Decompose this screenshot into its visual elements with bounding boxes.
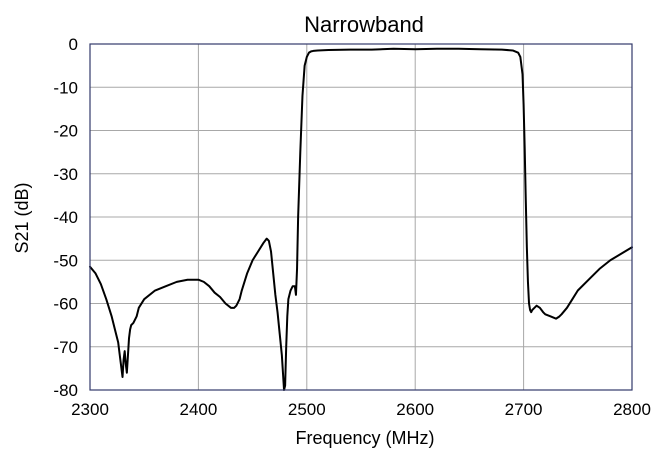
x-tick-label: 2700	[505, 400, 543, 419]
y-tick-label: -30	[53, 165, 78, 184]
y-tick-label: -40	[53, 208, 78, 227]
y-tick-label: 0	[69, 35, 78, 54]
x-axis-title: Frequency (MHz)	[295, 428, 434, 448]
y-tick-label: -10	[53, 78, 78, 97]
chart-title: Narrowband	[304, 12, 424, 37]
plot-border	[89, 43, 633, 391]
y-tick-label: -50	[53, 251, 78, 270]
x-tick-label: 2500	[288, 400, 326, 419]
s21-series-line	[89, 47, 633, 391]
x-tick-label: 2600	[396, 400, 434, 419]
grid	[90, 44, 632, 390]
tick-labels: 2300 2400 2500 2600 2700 2800 0 -10 -20 -30 -40 -50…	[53, 35, 650, 419]
y-tick-label: -70	[53, 338, 78, 357]
x-tick-label: 2800	[613, 400, 651, 419]
x-tick-label: 2400	[179, 400, 217, 419]
y-axis-title: S21 (dB)	[12, 182, 32, 253]
y-tick-label: -80	[53, 381, 78, 400]
y-tick-label: -20	[53, 122, 78, 141]
x-tick-label: 2300	[71, 400, 109, 419]
series-layer	[89, 47, 633, 391]
y-tick-label: -60	[53, 295, 78, 314]
